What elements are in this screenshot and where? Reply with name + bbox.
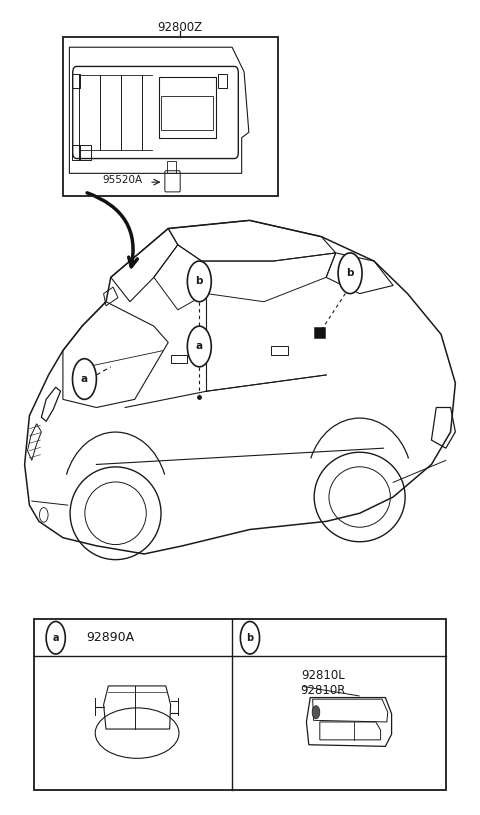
Circle shape bbox=[187, 326, 211, 367]
Circle shape bbox=[338, 253, 362, 293]
Text: a: a bbox=[52, 632, 59, 643]
Circle shape bbox=[72, 359, 96, 399]
Circle shape bbox=[187, 261, 211, 302]
Text: 92810R: 92810R bbox=[300, 684, 346, 697]
Bar bbox=[159, 77, 216, 138]
Text: b: b bbox=[347, 268, 354, 278]
Bar bbox=[72, 73, 80, 88]
Bar bbox=[271, 346, 288, 355]
Bar bbox=[63, 37, 278, 196]
Bar bbox=[170, 355, 187, 363]
Bar bbox=[34, 619, 446, 790]
Bar bbox=[218, 73, 227, 88]
Text: 95520A: 95520A bbox=[103, 174, 143, 185]
Text: b: b bbox=[246, 632, 253, 643]
Text: b: b bbox=[195, 276, 203, 286]
Circle shape bbox=[240, 622, 260, 654]
Bar bbox=[161, 96, 213, 130]
Bar bbox=[72, 145, 80, 160]
Text: a: a bbox=[196, 341, 203, 351]
Circle shape bbox=[46, 622, 65, 654]
Text: 92800Z: 92800Z bbox=[157, 21, 203, 34]
Circle shape bbox=[312, 706, 320, 719]
Bar bbox=[314, 327, 324, 338]
Bar bbox=[79, 145, 91, 160]
Bar bbox=[193, 328, 205, 341]
Text: a: a bbox=[81, 374, 88, 384]
Text: 92890A: 92890A bbox=[87, 632, 135, 644]
Text: 92810L: 92810L bbox=[301, 669, 345, 682]
